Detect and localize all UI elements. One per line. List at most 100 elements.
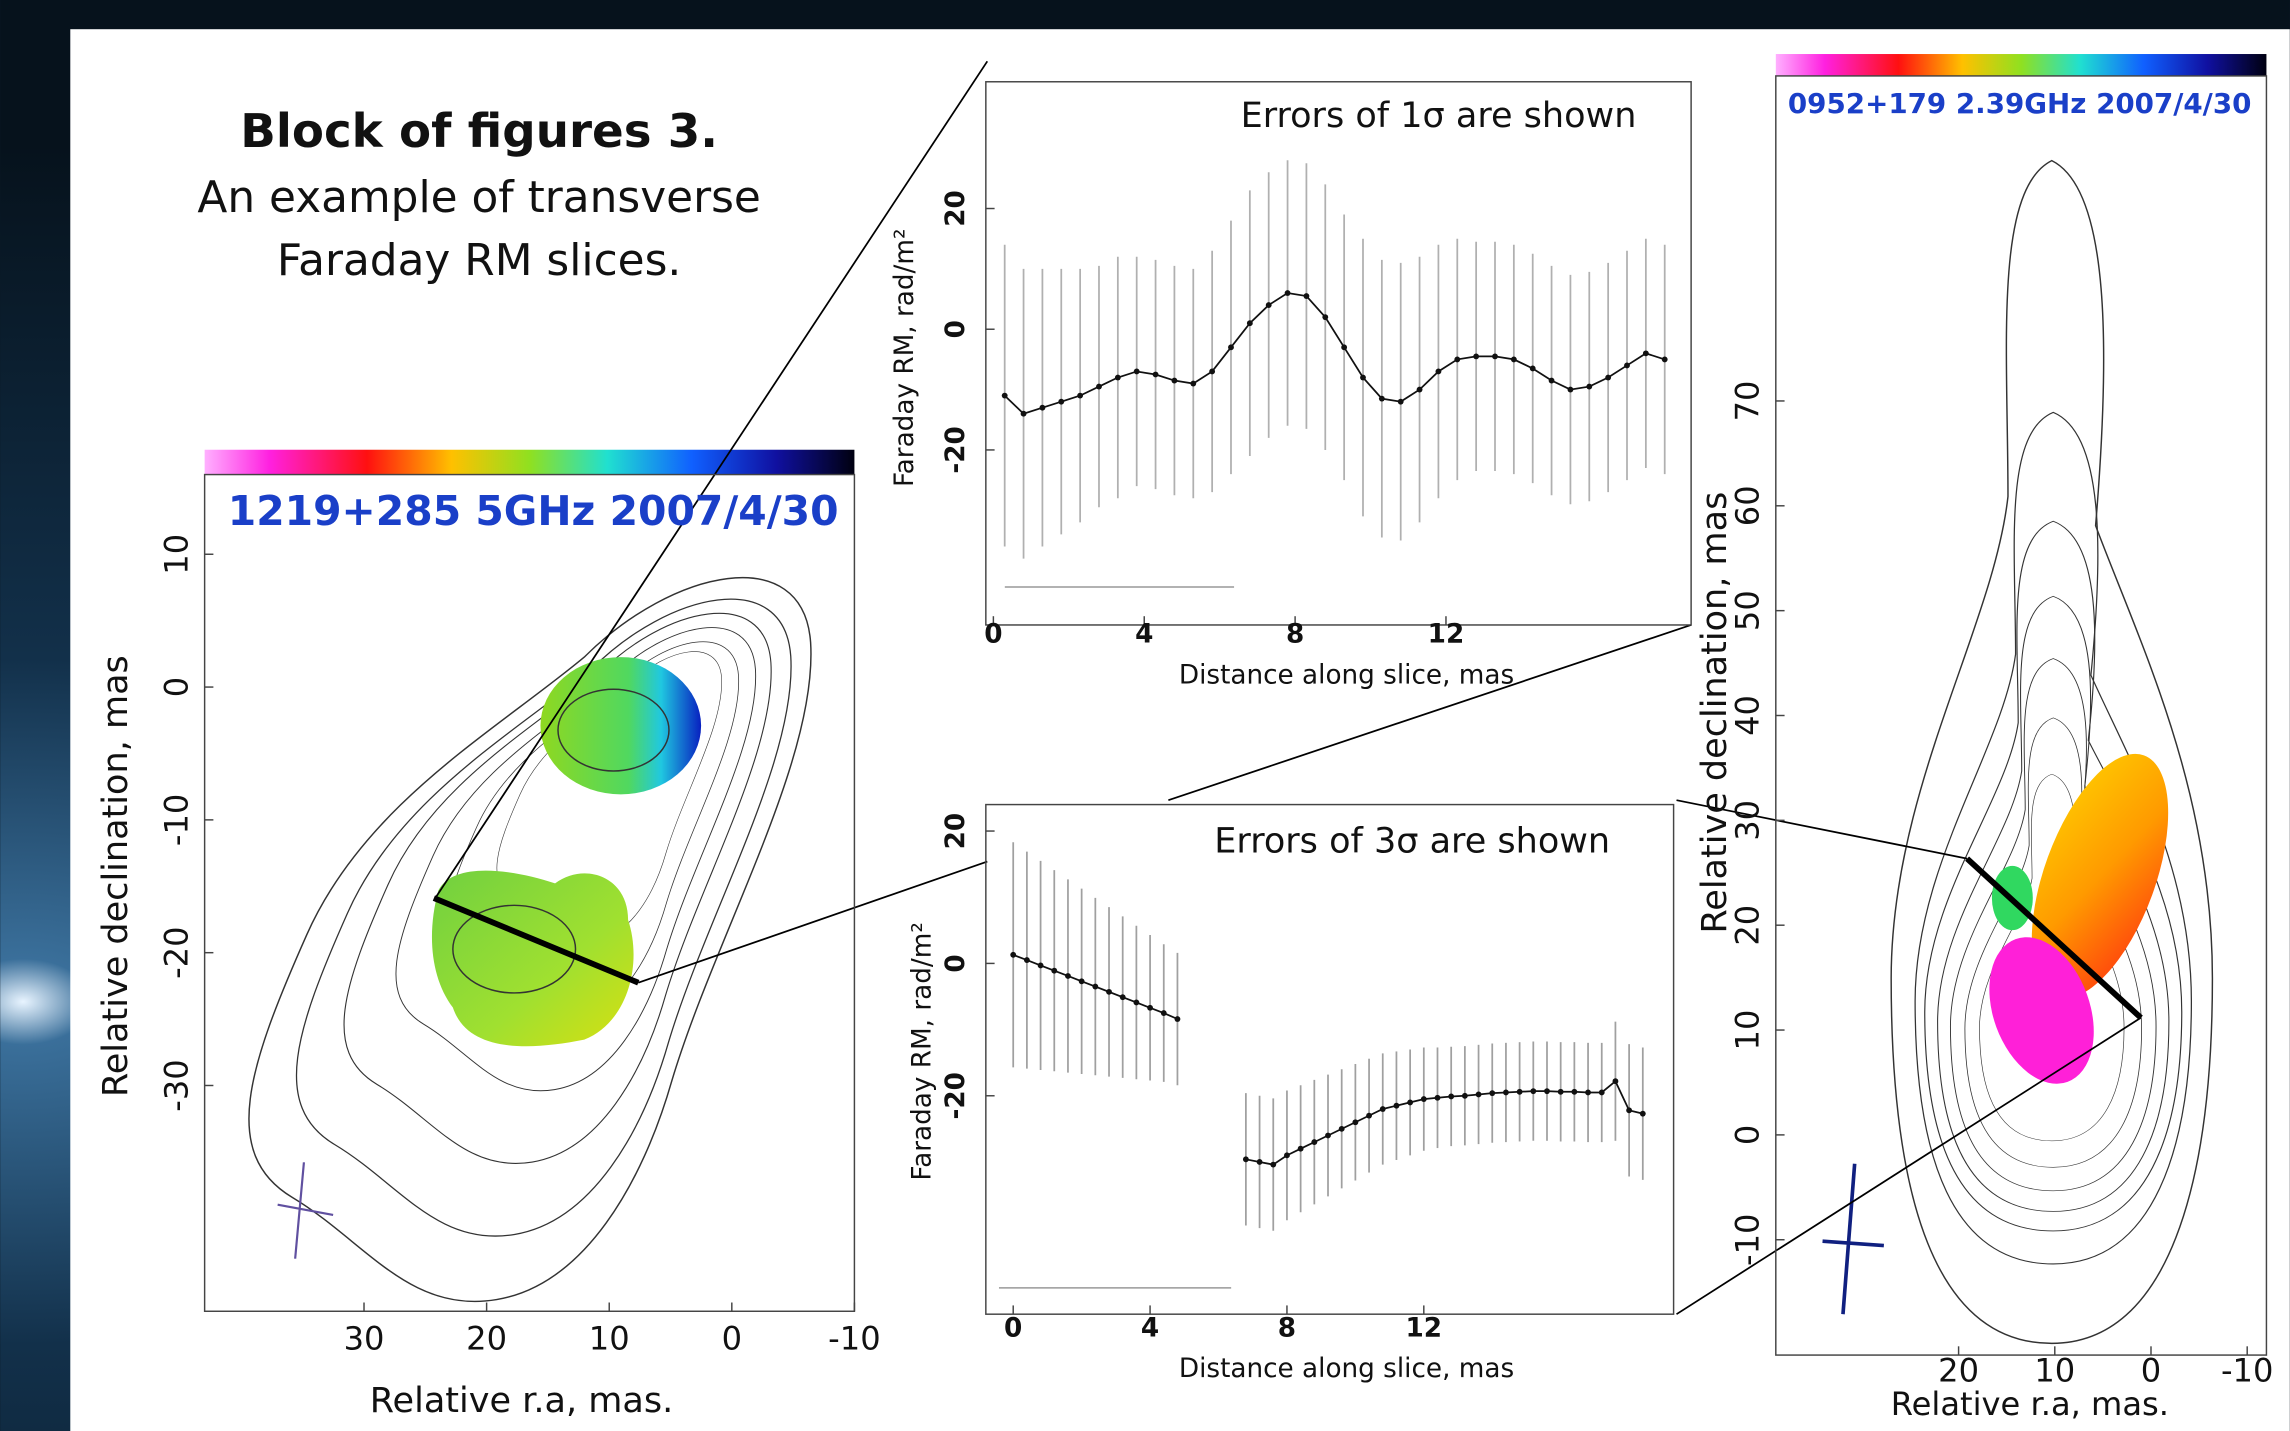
rm-point [1152, 371, 1159, 378]
y-tick-label: 10 [157, 534, 195, 575]
y-tick-label: 50 [1729, 590, 1767, 631]
rm-point [1114, 374, 1121, 381]
rm-point [1092, 983, 1099, 990]
plot-frame [985, 803, 1675, 1315]
y-tick-label: 0 [157, 677, 195, 697]
x-axis-label: Distance along slice, mas [1179, 661, 1514, 691]
rm-point [1256, 1159, 1263, 1165]
rm-point [1246, 320, 1253, 327]
plot-frame [985, 81, 1692, 626]
rm-point [1516, 1088, 1523, 1095]
rm-point [1378, 395, 1385, 402]
rm-point [1209, 368, 1216, 375]
y-tick-label: -30 [157, 1059, 195, 1111]
slice-line [432, 895, 640, 986]
rm-point [1341, 344, 1348, 351]
rm-point [1510, 356, 1517, 363]
rm-point [1492, 353, 1498, 360]
rm-point [1303, 293, 1310, 299]
x-tick-label: 8 [1286, 620, 1304, 650]
rm-point [1366, 1112, 1372, 1119]
rm-point [1058, 398, 1065, 405]
x-tick-label: 10 [2034, 1352, 2075, 1390]
rm-point [1548, 377, 1555, 384]
rm-point [1567, 386, 1574, 393]
rm-point [1096, 383, 1102, 390]
rm-point [1311, 1139, 1318, 1146]
rm-point [1434, 1094, 1441, 1101]
x-axis-label: Distance along slice, mas [1179, 1354, 1514, 1384]
x-tick-label: 20 [1938, 1352, 1979, 1390]
y-tick-label: 20 [941, 813, 971, 850]
x-tick-label: 0 [1004, 1313, 1022, 1343]
x-tick-label: 8 [1278, 1313, 1296, 1343]
rm-point [1001, 392, 1008, 399]
beam [1822, 1163, 1884, 1315]
rm-point [1571, 1088, 1578, 1095]
rm-point [1284, 290, 1291, 296]
header-title: Block of figures 3. [240, 105, 718, 159]
rm-point [1454, 356, 1461, 363]
rm-point [1051, 967, 1058, 974]
contour [452, 904, 577, 994]
rm-point [1489, 1090, 1496, 1097]
rm-point [1360, 374, 1366, 381]
beam [277, 1162, 334, 1259]
x-tick-label: -10 [828, 1319, 880, 1357]
rm-point [1585, 1089, 1591, 1096]
rm-point [1023, 957, 1030, 964]
y-axis-label: Faraday RM, rad/m² [908, 922, 938, 1181]
connectors [434, 60, 2142, 1315]
panel [70, 29, 2290, 1431]
y-tick-label: 0 [941, 954, 971, 972]
y-tick-label: 0 [941, 320, 971, 338]
rm-point [1586, 383, 1593, 390]
rm-patch [431, 870, 634, 1047]
rm-point [1461, 1092, 1468, 1099]
rm-patch [2031, 753, 2169, 999]
rm-point [1297, 1145, 1304, 1152]
plot-frame [203, 473, 856, 1312]
rm-point [1529, 365, 1536, 372]
y-tick-label: -20 [941, 426, 971, 473]
rm-point [1171, 377, 1178, 384]
y-axis-label: Relative declination, mas [95, 655, 136, 1097]
x-tick-label: -10 [2221, 1352, 2273, 1390]
rm-point [1544, 1088, 1550, 1095]
y-tick-label: 60 [1729, 485, 1767, 526]
rm-point [1190, 380, 1197, 387]
rm-point [1174, 1016, 1181, 1022]
rm-point [1407, 1099, 1414, 1106]
rm-point [1503, 1089, 1509, 1096]
rm-point [1265, 302, 1272, 309]
rm-point [1448, 1093, 1455, 1100]
rm-point [1661, 356, 1668, 363]
chart-title: 0952+179 2.39GHz 2007/4/30 [1788, 87, 2252, 120]
chart-title: 1219+285 5GHz 2007/4/30 [228, 487, 839, 535]
rm-point [1325, 1132, 1331, 1139]
rm-point [1473, 353, 1480, 360]
rm-point [1147, 1004, 1153, 1011]
rm-line [1004, 292, 1665, 415]
chart-title: Errors of 3σ are shown [1214, 821, 1610, 862]
rm-point [1106, 988, 1112, 995]
rm-point [1393, 1102, 1400, 1109]
rm-point [1435, 368, 1442, 375]
x-tick-label: 12 [1428, 620, 1465, 650]
rm-patch [1989, 937, 2094, 1084]
y-axis-label: Faraday RM, rad/m² [890, 229, 920, 487]
x-tick-label: 4 [1135, 620, 1153, 650]
rm-point [1039, 404, 1046, 411]
rm-point [1530, 1088, 1537, 1095]
y-tick-label: 10 [1729, 1010, 1767, 1051]
rm-point [1338, 1125, 1345, 1132]
y-tick-label: -20 [941, 1072, 971, 1119]
x-axis-label: Relative r.a, mas. [1891, 1385, 2169, 1423]
x-tick-label: 12 [1406, 1313, 1443, 1343]
x-tick-label: 4 [1141, 1313, 1159, 1343]
rm-point [1010, 951, 1017, 958]
rm-patch [540, 657, 702, 795]
rm-point [1133, 368, 1140, 375]
y-tick-label: -10 [1729, 1214, 1767, 1266]
x-tick-label: 20 [466, 1319, 507, 1357]
